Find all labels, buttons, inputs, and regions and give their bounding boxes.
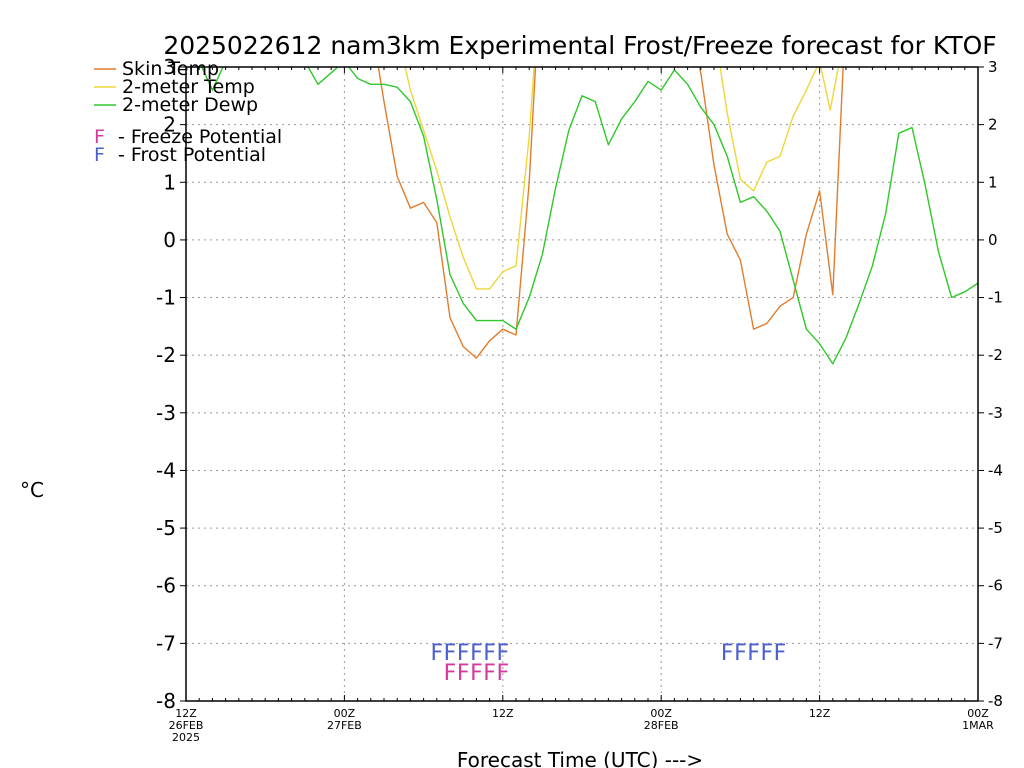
y-tick-label: -1 <box>156 286 176 310</box>
x-tick-label: 00Z <box>967 707 989 720</box>
y-tick-label-right: -6 <box>988 577 1003 595</box>
freeze-potential-marker: F <box>444 661 457 686</box>
y-tick-label-right: 1 <box>988 173 998 191</box>
y-axis-left: -8 -7 -6 -5 -4 -3 -2 -1 0 1 2 3 <box>156 55 186 713</box>
x-tick-label: 12Z <box>175 707 197 720</box>
frost-potential-marker: F <box>721 641 734 666</box>
y-tick-label-right: -8 <box>988 692 1003 710</box>
frost-potential-marker: F <box>470 641 483 666</box>
frost-potential-marker: F <box>760 641 773 666</box>
x-tick-label: 00Z <box>650 707 672 720</box>
x-tick-label: 26FEB <box>169 719 204 732</box>
frost-potential-marker: F <box>734 641 747 666</box>
y-tick-label-right: 2 <box>988 116 998 134</box>
y-tick-label: -8 <box>156 689 176 713</box>
gridlines <box>186 67 978 701</box>
y-tick-label-right: 0 <box>988 231 998 249</box>
chart-title: 2025022612 nam3km Experimental Frost/Fre… <box>163 31 996 60</box>
y-tick-label: -2 <box>156 343 176 367</box>
y-tick-label-right: -2 <box>988 346 1003 364</box>
x-tick-label: 2025 <box>172 731 200 744</box>
series-line-1 <box>404 67 840 290</box>
series-layer <box>201 67 978 365</box>
potential-legend-label: - Frost Potential <box>118 144 266 166</box>
y-tick-label-right: -5 <box>988 519 1003 537</box>
y-axis-title: °C <box>20 478 44 502</box>
y-tick-label-right: -4 <box>988 461 1003 479</box>
x-axis-title: Forecast Time (UTC) ---> <box>457 748 703 768</box>
x-tick-label: 12Z <box>492 707 514 720</box>
potential-legend: F - Freeze Potential F - Frost Potential <box>94 126 282 166</box>
y-tick-label-right: -1 <box>988 289 1003 307</box>
potential-legend-marker: F <box>94 126 105 148</box>
frost-potential-marker: F <box>483 641 496 666</box>
x-tick-label: 12Z <box>809 707 831 720</box>
legend-label: 2-meter Dewp <box>122 94 258 116</box>
y-tick-label-right: 3 <box>988 58 998 76</box>
y-tick-label: 1 <box>163 170 176 194</box>
potential-legend-marker: F <box>94 144 105 166</box>
frost-potential-marker: F <box>496 641 509 666</box>
y-tick-label-right: -7 <box>988 634 1003 652</box>
y-tick-label: 0 <box>163 228 176 252</box>
frost-potential-marker: F <box>774 641 787 666</box>
frost-potential-marker: F <box>457 641 470 666</box>
y-tick-label: -5 <box>156 516 176 540</box>
x-tick-label: 1MAR <box>962 719 994 732</box>
frost-potential-marker: F <box>747 641 760 666</box>
x-tick-label: 27FEB <box>327 719 362 732</box>
legend-label: 2-meter Temp <box>122 76 255 98</box>
y-tick-label: -3 <box>156 401 176 425</box>
y-tick-label: 3 <box>163 55 176 79</box>
potential-markers: F F F F F FF F F F FF F F F F <box>430 641 786 686</box>
y-tick-label-right: -3 <box>988 404 1003 422</box>
plot-frame <box>185 66 979 702</box>
x-tick-label: 28FEB <box>644 719 679 732</box>
frost-potential-marker: F <box>430 641 443 666</box>
series-line-0 <box>377 67 844 359</box>
series-line-2 <box>201 67 978 365</box>
frost-potential-marker: F <box>444 641 457 666</box>
y-tick-label: 2 <box>163 113 176 137</box>
y-tick-label: -7 <box>156 631 176 655</box>
legend-label: Skin Temp <box>122 58 219 80</box>
y-tick-label: -4 <box>156 458 176 482</box>
y-tick-label: -6 <box>156 574 176 598</box>
freeze-potential-marker: F <box>483 661 496 686</box>
y-axis-right: -8 -7 -6 -5 -4 -3 -2 -1 0 1 2 3 <box>978 58 1003 710</box>
x-tick-label: 00Z <box>334 707 356 720</box>
freeze-potential-marker: F <box>470 661 483 686</box>
freeze-potential-marker: F <box>496 661 509 686</box>
potential-legend-label: - Freeze Potential <box>118 126 282 148</box>
freeze-potential-marker: F <box>457 661 470 686</box>
